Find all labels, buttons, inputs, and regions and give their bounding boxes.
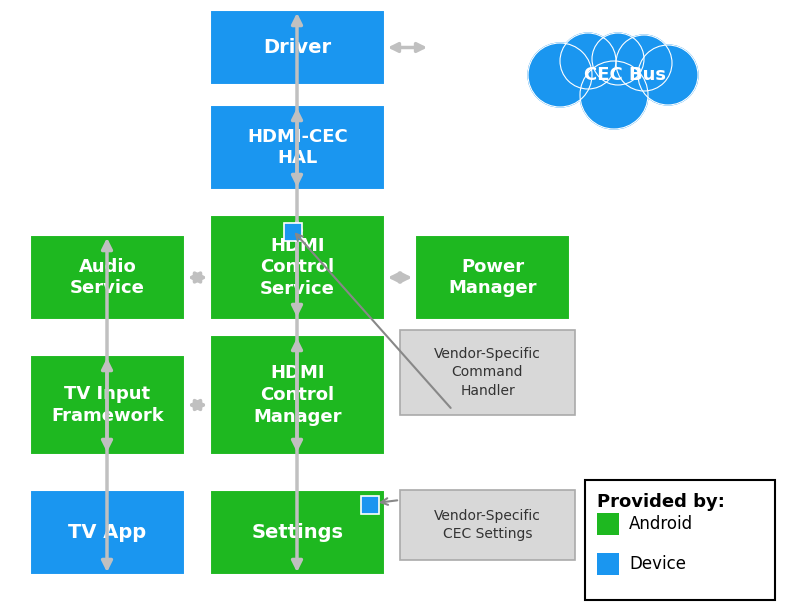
Bar (30, 490, 185, 575)
Text: Settings: Settings (251, 523, 343, 542)
Bar (210, 10, 385, 85)
Text: Driver: Driver (263, 38, 331, 57)
Bar (30, 355, 185, 455)
Bar (400, 490, 575, 560)
Bar (283, 223, 302, 241)
Circle shape (616, 35, 672, 91)
Text: Audio
Service: Audio Service (70, 257, 145, 297)
Bar (30, 235, 185, 320)
Text: TV Input
Framework: TV Input Framework (51, 385, 164, 425)
Text: Device: Device (629, 555, 686, 573)
Text: CEC Bus: CEC Bus (584, 66, 666, 84)
Text: TV App: TV App (69, 523, 146, 542)
Text: Android: Android (629, 515, 693, 533)
Circle shape (560, 33, 616, 89)
Circle shape (528, 43, 592, 107)
Text: HDMI-CEC
HAL: HDMI-CEC HAL (247, 128, 348, 167)
Circle shape (580, 61, 648, 129)
Text: Power
Manager: Power Manager (448, 257, 537, 297)
Bar (597, 513, 619, 535)
Circle shape (592, 33, 644, 85)
Text: Vendor-Specific
CEC Settings: Vendor-Specific CEC Settings (434, 509, 541, 541)
Bar (585, 480, 775, 600)
Bar (361, 496, 379, 514)
Text: Provided by:: Provided by: (597, 493, 725, 511)
Text: Vendor-Specific
Command
Handler: Vendor-Specific Command Handler (434, 347, 541, 398)
Bar (210, 335, 385, 455)
Text: HDMI
Control
Manager: HDMI Control Manager (254, 364, 342, 426)
Bar (597, 553, 619, 575)
Bar (415, 235, 570, 320)
Bar (210, 105, 385, 190)
Text: HDMI
Control
Service: HDMI Control Service (260, 237, 335, 298)
Bar (210, 490, 385, 575)
Bar (400, 330, 575, 415)
Bar (210, 215, 385, 320)
Circle shape (638, 45, 698, 105)
